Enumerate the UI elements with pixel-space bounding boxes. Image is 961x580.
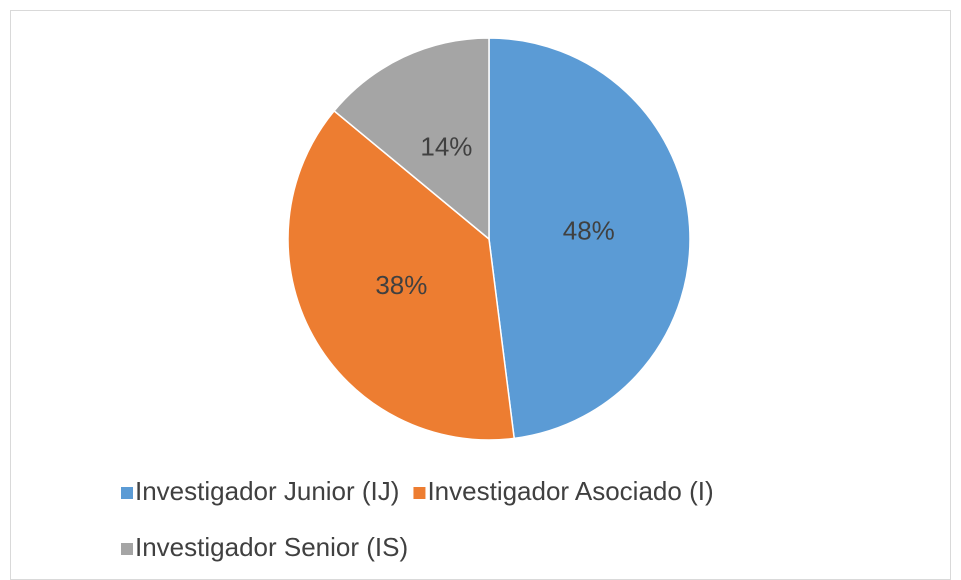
pie-slice (488, 37, 691, 440)
legend-swatch (413, 487, 426, 499)
data-label: 48% (563, 216, 615, 246)
legend-label: Investigador Senior (IS) (135, 532, 408, 562)
data-label: 14% (420, 131, 472, 161)
data-label: 38% (375, 270, 427, 300)
pie-slice (333, 37, 490, 241)
legend-swatch (121, 543, 133, 555)
legend-label: Investigador Junior (IJ) (135, 476, 399, 506)
legend-swatch (121, 487, 133, 499)
legend-label: Investigador Asociado (I) (427, 476, 713, 506)
pie-slice (287, 109, 516, 441)
